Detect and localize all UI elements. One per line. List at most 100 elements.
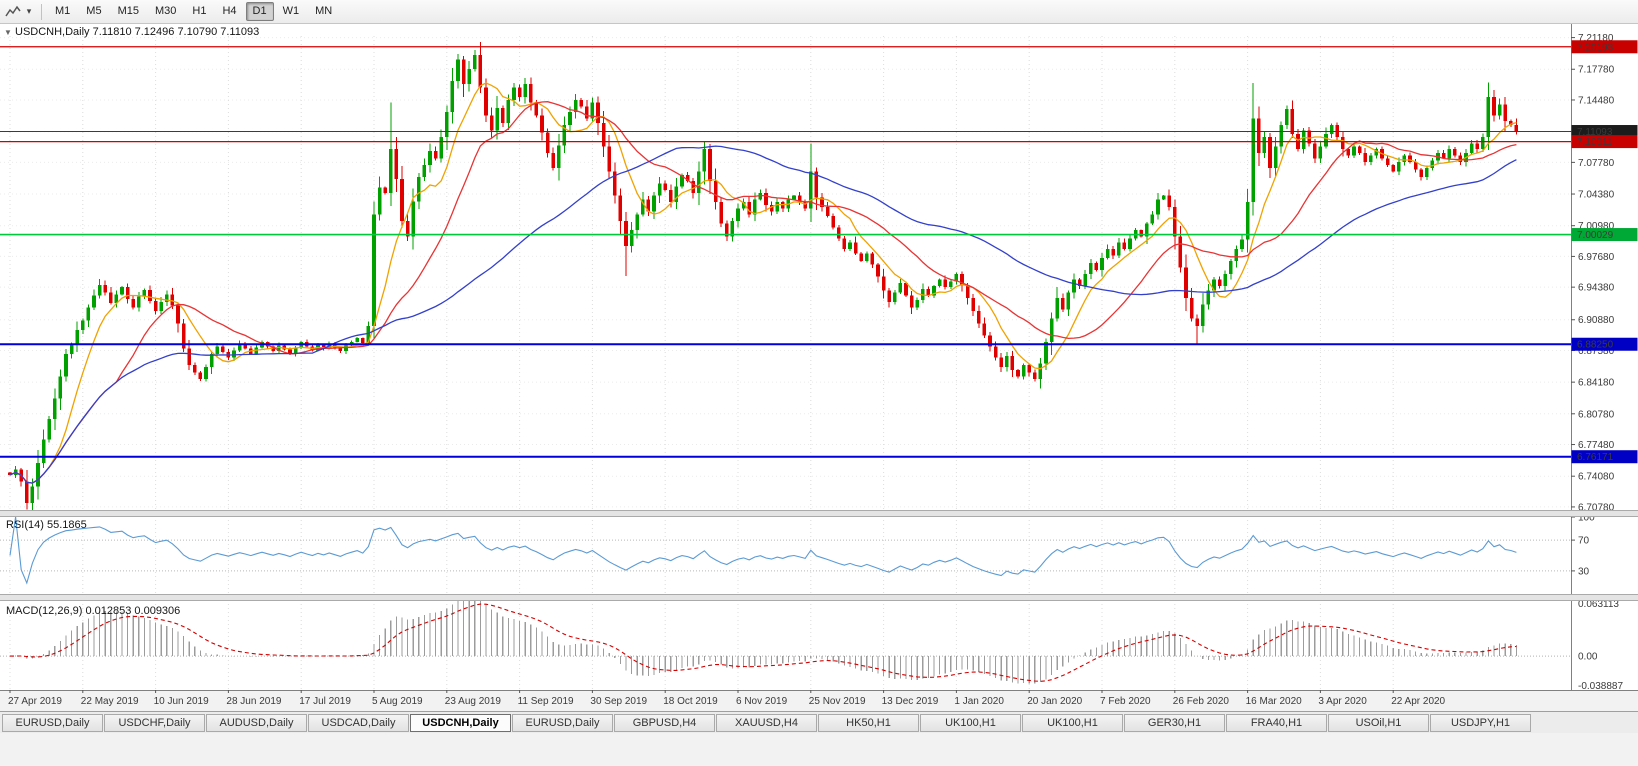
svg-text:100: 100 bbox=[1578, 513, 1595, 524]
chart-tab-USOil-H1[interactable]: USOil,H1 bbox=[1328, 713, 1429, 732]
timeframe-button-D1[interactable]: D1 bbox=[245, 2, 274, 21]
svg-text:11 Sep 2019: 11 Sep 2019 bbox=[518, 696, 574, 707]
svg-text:6.77480: 6.77480 bbox=[1578, 440, 1615, 451]
chart-tab-EURUSD-Daily[interactable]: EURUSD,Daily bbox=[512, 713, 613, 732]
timeframe-button-M30[interactable]: M30 bbox=[154, 5, 177, 17]
svg-text:7.11093: 7.11093 bbox=[1577, 127, 1613, 138]
macd-signal-line bbox=[9, 603, 1517, 682]
rsi-indicator-label: RSI(14) 55.1865 bbox=[6, 519, 87, 531]
timeframe-button-MN[interactable]: MN bbox=[315, 5, 333, 17]
svg-text:7 Feb 2020: 7 Feb 2020 bbox=[1100, 696, 1151, 707]
macd-histogram bbox=[15, 601, 1518, 684]
svg-text:13 Dec 2019: 13 Dec 2019 bbox=[882, 696, 939, 707]
svg-text:6.90880: 6.90880 bbox=[1578, 315, 1615, 326]
moving-average-8 bbox=[9, 82, 1517, 484]
timeframe-button-H4[interactable]: H4 bbox=[222, 5, 237, 17]
svg-text:6.87580: 6.87580 bbox=[1578, 346, 1615, 357]
price-tag: 7.20193 bbox=[1571, 40, 1638, 54]
svg-text:17 Jul 2019: 17 Jul 2019 bbox=[299, 696, 351, 707]
svg-text:7.17780: 7.17780 bbox=[1578, 65, 1615, 76]
svg-text:10 Jun 2019: 10 Jun 2019 bbox=[154, 696, 209, 707]
chart-tab-USDCNH-Daily[interactable]: USDCNH,Daily bbox=[410, 713, 511, 732]
price-tag: 7.10011 bbox=[1571, 135, 1638, 149]
window-footer bbox=[0, 733, 1638, 766]
svg-text:7.10011: 7.10011 bbox=[1577, 137, 1613, 148]
chart-canvas[interactable]: 7.211807.177807.144807.110807.077807.043… bbox=[0, 24, 1638, 711]
moving-average-55 bbox=[9, 145, 1517, 484]
rsi-line bbox=[9, 516, 1517, 585]
svg-text:18 Oct 2019: 18 Oct 2019 bbox=[663, 696, 718, 707]
svg-text:0.063113: 0.063113 bbox=[1578, 599, 1619, 610]
timeframe-button-group: M1 M5 M15 M30 H1 H4 D1 W1 MN bbox=[48, 2, 341, 21]
chart-tab-XAUUSD-H4[interactable]: XAUUSD,H4 bbox=[716, 713, 817, 732]
current-price-tag: 7.11093 bbox=[1571, 125, 1638, 139]
price-tag: 6.88250 bbox=[1571, 337, 1638, 351]
svg-text:6.84180: 6.84180 bbox=[1578, 378, 1615, 389]
macd-indicator-label: MACD(12,26,9) 0.012853 0.009306 bbox=[6, 605, 180, 617]
chart-tab-HK50-H1[interactable]: HK50,H1 bbox=[818, 713, 919, 732]
svg-text:7.00029: 7.00029 bbox=[1577, 230, 1614, 241]
timeframe-button-W1[interactable]: W1 bbox=[282, 5, 300, 17]
price-scale[interactable]: 7.211807.177807.144807.110807.077807.043… bbox=[1571, 24, 1638, 692]
svg-text:23 Aug 2019: 23 Aug 2019 bbox=[445, 696, 502, 707]
chart-tab-GBPUSD-H4[interactable]: GBPUSD,H4 bbox=[614, 713, 715, 732]
timeframe-button-H1[interactable]: H1 bbox=[192, 5, 207, 17]
svg-text:6.97680: 6.97680 bbox=[1578, 252, 1615, 263]
candlestick-series bbox=[8, 42, 1519, 512]
chart-tab-bar: EURUSD,Daily USDCHF,Daily AUDUSD,Daily USDC… bbox=[0, 711, 1638, 733]
chart-expand-icon[interactable]: ▼ bbox=[4, 28, 12, 37]
svg-text:70: 70 bbox=[1578, 536, 1590, 547]
svg-text:7.20193: 7.20193 bbox=[1577, 42, 1614, 53]
rsi-pane bbox=[0, 516, 1571, 585]
svg-text:5 Aug 2019: 5 Aug 2019 bbox=[372, 696, 423, 707]
chart-tab-USDCHF-Daily[interactable]: USDCHF,Daily bbox=[104, 713, 205, 732]
price-tag: 6.76171 bbox=[1571, 450, 1638, 464]
svg-text:22 May 2019: 22 May 2019 bbox=[81, 696, 139, 707]
chart-tab-UK100-H1[interactable]: UK100,H1 bbox=[1022, 713, 1123, 732]
moving-average-20 bbox=[9, 101, 1517, 484]
svg-text:30: 30 bbox=[1578, 566, 1590, 577]
chart-tab-FRA40-H1[interactable]: FRA40,H1 bbox=[1226, 713, 1327, 732]
price-tag: 7.00029 bbox=[1571, 228, 1638, 242]
horizontal-level-lines bbox=[0, 46, 1571, 458]
svg-text:6.94380: 6.94380 bbox=[1578, 283, 1615, 294]
svg-text:-0.038887: -0.038887 bbox=[1578, 681, 1623, 692]
svg-text:7.21180: 7.21180 bbox=[1578, 33, 1614, 44]
svg-text:6.76171: 6.76171 bbox=[1577, 452, 1614, 463]
svg-text:6.70780: 6.70780 bbox=[1578, 502, 1615, 513]
svg-text:22 Apr 2020: 22 Apr 2020 bbox=[1391, 696, 1445, 707]
chart-type-dropdown-caret[interactable]: ▾ bbox=[26, 6, 32, 16]
chart-tab-AUDUSD-Daily[interactable]: AUDUSD,Daily bbox=[206, 713, 307, 732]
svg-text:3 Apr 2020: 3 Apr 2020 bbox=[1318, 696, 1367, 707]
svg-text:7.04380: 7.04380 bbox=[1578, 190, 1615, 201]
svg-text:25 Nov 2019: 25 Nov 2019 bbox=[809, 696, 866, 707]
chart-window[interactable]: 7.211807.177807.144807.110807.077807.043… bbox=[0, 24, 1638, 711]
svg-text:7.14480: 7.14480 bbox=[1578, 95, 1615, 106]
date-axis[interactable]: 27 Apr 2019 22 May 2019 10 Jun 2019 28 Jun … bbox=[0, 690, 1638, 711]
svg-text:26 Feb 2020: 26 Feb 2020 bbox=[1173, 696, 1230, 707]
svg-text:6.80780: 6.80780 bbox=[1578, 409, 1615, 420]
svg-text:27 Apr 2019: 27 Apr 2019 bbox=[8, 696, 62, 707]
timeframe-button-M5[interactable]: M5 bbox=[86, 5, 102, 17]
svg-text:7.00980: 7.00980 bbox=[1578, 221, 1615, 232]
svg-text:1 Jan 2020: 1 Jan 2020 bbox=[954, 696, 1004, 707]
svg-text:28 Jun 2019: 28 Jun 2019 bbox=[226, 696, 281, 707]
timeframe-button-M1[interactable]: M1 bbox=[55, 5, 71, 17]
timeframe-button-M15[interactable]: M15 bbox=[117, 5, 139, 17]
toolbar: ▾ M1 M5 M15 M30 H1 H4 D1 W1 MN bbox=[0, 0, 1638, 24]
macd-pane bbox=[0, 601, 1571, 684]
chart-tab-USDJPY-H1[interactable]: USDJPY,H1 bbox=[1430, 713, 1531, 732]
pane-dividers[interactable] bbox=[0, 510, 1638, 601]
chart-ohlc-label: USDCNH,Daily 7.11810 7.12496 7.10790 7.1… bbox=[15, 26, 259, 38]
chart-line-icon[interactable] bbox=[4, 3, 22, 21]
chart-tab-GER30-H1[interactable]: GER30,H1 bbox=[1124, 713, 1225, 732]
svg-text:6.88250: 6.88250 bbox=[1577, 340, 1614, 351]
svg-text:16 Mar 2020: 16 Mar 2020 bbox=[1246, 696, 1303, 707]
svg-text:6.74080: 6.74080 bbox=[1578, 472, 1615, 483]
toolbar-separator bbox=[41, 3, 42, 20]
chart-tab-UK100-H1[interactable]: UK100,H1 bbox=[920, 713, 1021, 732]
chart-tab-USDCAD-Daily[interactable]: USDCAD,Daily bbox=[308, 713, 409, 732]
chart-tab-EURUSD-Daily[interactable]: EURUSD,Daily bbox=[2, 713, 103, 732]
svg-text:6 Nov 2019: 6 Nov 2019 bbox=[736, 696, 788, 707]
